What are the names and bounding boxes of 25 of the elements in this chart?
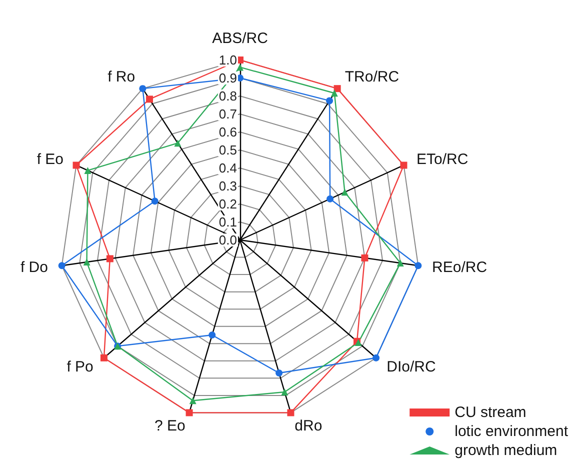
spoke-label: f Po <box>66 358 94 376</box>
legend-label: growth medium <box>454 442 558 459</box>
spoke-label: ETo/RC <box>416 150 468 168</box>
y-tick-label: 0.3 <box>218 178 237 194</box>
spoke-label: ABS/RC <box>212 30 268 47</box>
y-tick-label: 0.5 <box>218 142 237 158</box>
legend-label: lotic environment <box>454 423 569 440</box>
y-tick-label: 0.2 <box>218 196 237 212</box>
y-tick-label: 0.8 <box>218 88 237 104</box>
spoke-label: REo/RC <box>432 259 488 276</box>
y-tick-label: 0.4 <box>218 160 237 176</box>
spoke-label: dRo <box>294 418 322 435</box>
spoke-label: DIo/RC <box>386 358 436 376</box>
spoke-label: f Do <box>20 259 48 276</box>
y-tick-label: 0.1 <box>218 214 237 230</box>
spoke-label: f Ro <box>108 68 136 86</box>
y-tick-label: 0.7 <box>218 106 237 122</box>
y-tick-label: 0.9 <box>218 70 237 86</box>
y-tick-label: 1.0 <box>218 52 237 68</box>
spoke-label: TRo/RC <box>344 68 400 86</box>
spoke-label: f Eo <box>36 150 64 168</box>
legend-label: CU stream <box>454 404 526 421</box>
y-tick-label: 0.0 <box>218 232 237 248</box>
y-tick-label: 0.6 <box>218 124 237 140</box>
spoke-label: ? Eo <box>154 418 186 435</box>
